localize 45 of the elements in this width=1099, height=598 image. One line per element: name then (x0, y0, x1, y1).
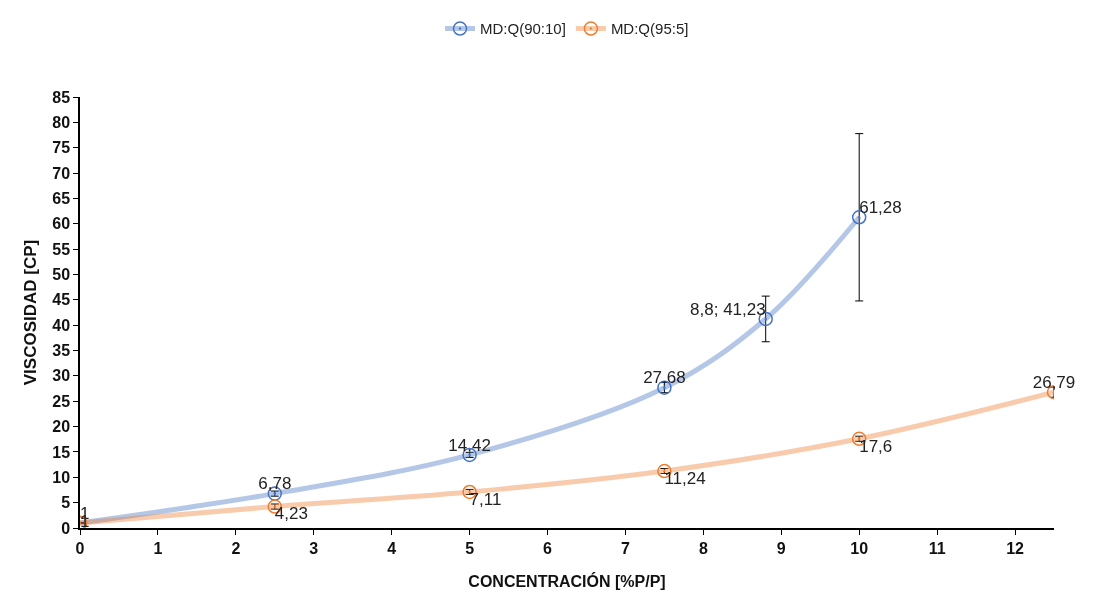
data-label: 17,6 (859, 436, 893, 456)
y-tick-label: 0 (61, 519, 71, 537)
data-label: 6,78 (258, 474, 292, 494)
y-tick-label: 75 (52, 139, 71, 157)
x-axis-title: CONCENTRACIÓN [%P/P] (468, 571, 666, 590)
x-tick-label: 5 (465, 539, 475, 557)
y-tick-label: 65 (52, 190, 71, 208)
data-label: 7,11 (469, 489, 502, 509)
data-label: 4,23 (274, 504, 308, 524)
data-label: 61,28 (859, 198, 902, 218)
y-tick-label: 40 (52, 316, 71, 334)
legend-label: MD:Q(95:5] (610, 20, 689, 38)
legend-label: MD:Q(90:10] (480, 20, 566, 38)
y-tick-label: 5 (61, 494, 71, 512)
x-tick-label: 1 (153, 539, 163, 557)
y-tick-label: 45 (52, 291, 71, 309)
x-tick-label: 4 (387, 539, 397, 557)
x-tick-label: 10 (850, 539, 869, 557)
y-tick-label: 50 (52, 266, 71, 284)
y-tick-label: 70 (52, 164, 71, 182)
data-label: 27,68 (643, 368, 686, 388)
y-tick-label: 55 (52, 240, 71, 258)
x-tick-label: 8 (698, 539, 708, 557)
y-axis-title: VISCOSIDAD [CP] (20, 239, 40, 386)
x-tick-label: 6 (543, 539, 553, 557)
y-tick-label: 60 (52, 215, 71, 233)
data-label: 8,8; 41,23 (690, 299, 766, 319)
y-tick-label: 85 (52, 88, 71, 106)
data-label: 14,42 (448, 435, 491, 455)
y-tick-label: 20 (52, 418, 71, 436)
y-tick-label: 80 (52, 113, 71, 131)
data-label: 11,24 (664, 468, 706, 488)
y-tick-label: 10 (52, 468, 71, 486)
y-tick-label: 35 (52, 342, 71, 360)
x-tick-label: 2 (231, 539, 241, 557)
y-tick-label: 30 (52, 367, 71, 385)
x-tick-label: 9 (776, 539, 786, 557)
y-tick-label: 15 (52, 443, 71, 461)
x-tick-label: 3 (309, 539, 319, 557)
data-label: 26,79 (1032, 372, 1076, 392)
y-tick-label: 25 (52, 392, 71, 410)
x-tick-label: 0 (75, 539, 85, 557)
x-tick-label: 12 (1006, 539, 1025, 557)
x-tick-label: 11 (928, 539, 946, 557)
x-tick-label: 7 (620, 539, 630, 557)
